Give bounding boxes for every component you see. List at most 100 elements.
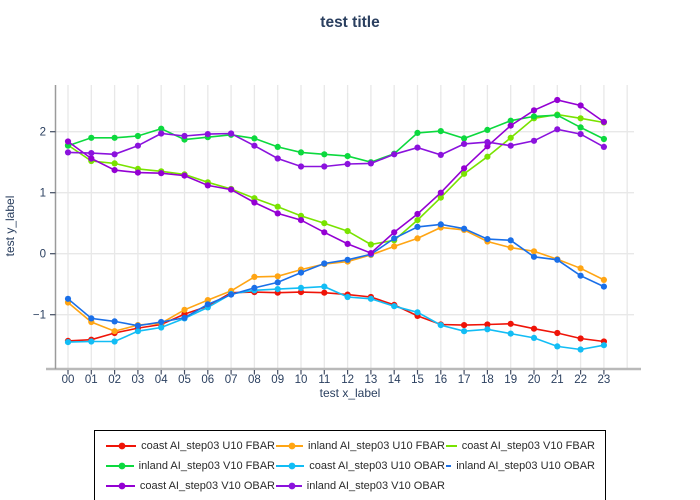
series-line: [67, 223, 605, 327]
legend-sample-line-icon: [446, 444, 457, 447]
data-point: [507, 244, 514, 251]
data-point: [414, 144, 421, 151]
series-line: [67, 99, 605, 255]
data-point: [251, 284, 258, 291]
data-point: [251, 142, 258, 149]
data-point: [88, 150, 95, 157]
data-point: [251, 273, 258, 280]
data-point: [297, 149, 305, 156]
data-point: [134, 169, 141, 176]
series-line: [67, 114, 605, 164]
data-point: [414, 223, 421, 230]
data-point: [321, 283, 328, 290]
data-point: [344, 228, 351, 235]
data-point: [181, 306, 188, 313]
x-tick-label: 05: [178, 374, 191, 386]
data-point: [507, 237, 514, 244]
legend-item[interactable]: inland AI_step03 U10 OBAR: [445, 457, 595, 474]
legend-item[interactable]: coast AI_step03 V10 FBAR: [445, 437, 595, 454]
data-point: [600, 143, 608, 150]
data-point: [484, 153, 491, 160]
data-point: [64, 138, 72, 145]
data-point: [274, 203, 281, 210]
data-point: [507, 134, 514, 141]
data-point: [577, 335, 584, 342]
data-point: [134, 142, 141, 149]
legend-item[interactable]: inland AI_step03 V10 FBAR: [105, 457, 275, 474]
data-point: [344, 256, 351, 263]
y-tick-label: 0: [40, 249, 46, 261]
data-point: [204, 301, 211, 308]
legend-item[interactable]: inland AI_step03 V10 OBAR: [275, 477, 445, 494]
data-point: [228, 291, 235, 298]
data-point: [158, 324, 165, 331]
series-line: [67, 291, 605, 343]
data-point: [484, 321, 491, 328]
data-point: [600, 118, 608, 125]
x-tick-label: 22: [574, 374, 587, 386]
data-point: [414, 235, 421, 242]
x-tick-label: 00: [62, 374, 75, 386]
data-point: [391, 151, 398, 158]
x-tick-label: 14: [388, 374, 401, 386]
data-point: [414, 210, 421, 218]
data-point: [507, 330, 514, 337]
data-point: [134, 328, 141, 335]
data-point: [530, 137, 538, 144]
data-point: [554, 96, 561, 104]
data-point: [297, 163, 305, 170]
data-point: [344, 153, 351, 160]
data-point: [461, 165, 468, 172]
legend-item-label: coast AI_step03 U10 FBAR: [141, 439, 275, 452]
x-tick-label: 20: [528, 374, 541, 386]
y-axis-label: test y_label: [3, 196, 17, 257]
x-tick-label: 12: [341, 374, 354, 386]
data-point: [274, 286, 281, 293]
legend-item-label: inland AI_step03 V10 OBAR: [306, 479, 445, 492]
legend-sample-line-icon: [276, 442, 304, 449]
data-point: [530, 334, 538, 341]
data-point: [600, 276, 608, 283]
data-point: [181, 172, 188, 179]
x-tick-label: 21: [551, 374, 564, 386]
x-tick-label: 09: [271, 374, 284, 386]
chart-legend: coast AI_step03 U10 FBAR inland AI_step03…: [94, 430, 606, 500]
data-point: [204, 131, 211, 138]
data-point: [321, 220, 328, 227]
data-point: [344, 293, 351, 301]
data-point: [461, 135, 468, 142]
data-point: [461, 225, 468, 232]
legend-item[interactable]: coast AI_step03 U10 FBAR: [105, 437, 275, 454]
legend-sample-line-icon: [106, 442, 137, 449]
data-point: [391, 303, 398, 310]
data-point: [321, 229, 328, 236]
legend-item[interactable]: coast AI_step03 U10 OBAR: [275, 457, 445, 474]
x-axis-label: test x_label: [320, 386, 381, 400]
data-point: [88, 134, 95, 141]
data-point: [577, 265, 584, 272]
data-point: [577, 102, 584, 109]
data-point: [461, 170, 468, 177]
data-point: [297, 217, 305, 224]
y-tick-label: 2: [40, 127, 46, 139]
data-point: [554, 256, 561, 263]
data-point: [484, 126, 491, 133]
data-point: [391, 229, 398, 236]
data-point: [321, 260, 328, 267]
x-tick-label: 10: [295, 374, 308, 386]
x-tick-label: 04: [155, 374, 168, 386]
data-point: [577, 124, 584, 131]
data-point: [181, 132, 188, 140]
legend-item-label: coast AI_step03 V10 OBAR: [139, 479, 275, 492]
chart-title: test title: [320, 14, 380, 31]
data-point: [111, 338, 118, 345]
data-point: [134, 132, 141, 140]
legend-item[interactable]: inland AI_step03 U10 FBAR: [275, 437, 445, 454]
data-point: [181, 314, 188, 321]
data-point: [274, 210, 281, 217]
legend-item[interactable]: coast AI_step03 V10 OBAR: [105, 477, 275, 494]
data-point: [461, 140, 468, 147]
data-point: [484, 326, 491, 333]
data-point: [367, 295, 374, 302]
